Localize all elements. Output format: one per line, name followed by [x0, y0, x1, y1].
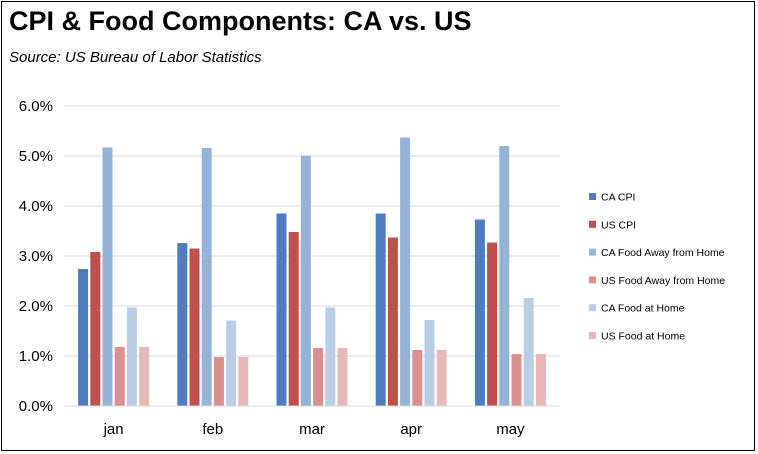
bars [78, 137, 546, 406]
bar [523, 298, 534, 406]
series-5 [139, 347, 546, 406]
bar [313, 348, 324, 406]
bar [238, 357, 249, 406]
legend-label: CA CPI [601, 192, 635, 204]
y-tick-label: 4.0% [19, 198, 53, 215]
x-tick-label: mar [299, 421, 325, 438]
chart-subtitle: Source: US Bureau of Labor Statistics [9, 49, 262, 66]
legend: CA CPI US CPI CA Food Away from Home US Foo… [589, 192, 725, 343]
bar [487, 242, 498, 406]
bar [139, 347, 150, 406]
legend-label: CA Food Away from Home [601, 247, 725, 259]
bar [177, 243, 188, 406]
bar [300, 155, 311, 406]
bar [436, 350, 447, 406]
legend-label: CA Food at Home [601, 303, 685, 315]
y-tick-label: 2.0% [19, 298, 53, 315]
legend-swatch [589, 193, 596, 200]
bar [226, 320, 237, 406]
bar [201, 148, 212, 406]
x-tick-label: may [496, 421, 525, 438]
legend-swatch [589, 304, 596, 312]
bar [535, 354, 546, 406]
bar [102, 147, 113, 406]
bar [276, 213, 287, 406]
x-tick-label: apr [400, 421, 422, 438]
bar [375, 213, 386, 406]
bar [387, 237, 398, 406]
bar [511, 354, 522, 406]
bar [400, 137, 411, 406]
legend-swatch [589, 220, 596, 228]
series-0 [78, 213, 485, 406]
legend-label: US CPI [601, 219, 636, 231]
legend-label: US Food at Home [601, 331, 685, 343]
bar [213, 357, 224, 406]
grid-lines [64, 105, 560, 407]
y-axis-ticks: 0.0% 1.0% 2.0% 3.0% 4.0% 5.0% 6.0% [19, 98, 53, 415]
legend-label: US Food Away from Home [601, 275, 725, 287]
x-tick-label: feb [202, 421, 223, 438]
bar [424, 320, 435, 406]
y-tick-label: 3.0% [19, 248, 53, 265]
y-tick-label: 1.0% [19, 348, 53, 365]
series-3 [114, 347, 522, 406]
series-4 [126, 298, 534, 406]
bar [325, 307, 336, 406]
bar [114, 347, 125, 406]
chart-title: CPI & Food Components: CA vs. US [9, 6, 472, 36]
x-axis: jan feb mar apr may [64, 405, 560, 438]
bar [412, 350, 423, 406]
legend-swatch [589, 276, 596, 284]
bar [499, 146, 510, 406]
bar [189, 248, 200, 406]
legend-swatch [589, 332, 596, 339]
y-tick-label: 6.0% [19, 98, 53, 115]
y-tick-label: 5.0% [19, 148, 53, 165]
bar [126, 307, 137, 406]
legend-swatch [589, 248, 596, 256]
y-tick-label: 0.0% [19, 398, 53, 415]
x-tick-label: jan [103, 421, 124, 438]
bar [474, 219, 485, 406]
bar [90, 252, 101, 406]
bar [288, 232, 299, 406]
bar [78, 269, 89, 406]
bar [337, 348, 348, 406]
series-1 [90, 232, 498, 406]
series-2 [102, 137, 510, 406]
